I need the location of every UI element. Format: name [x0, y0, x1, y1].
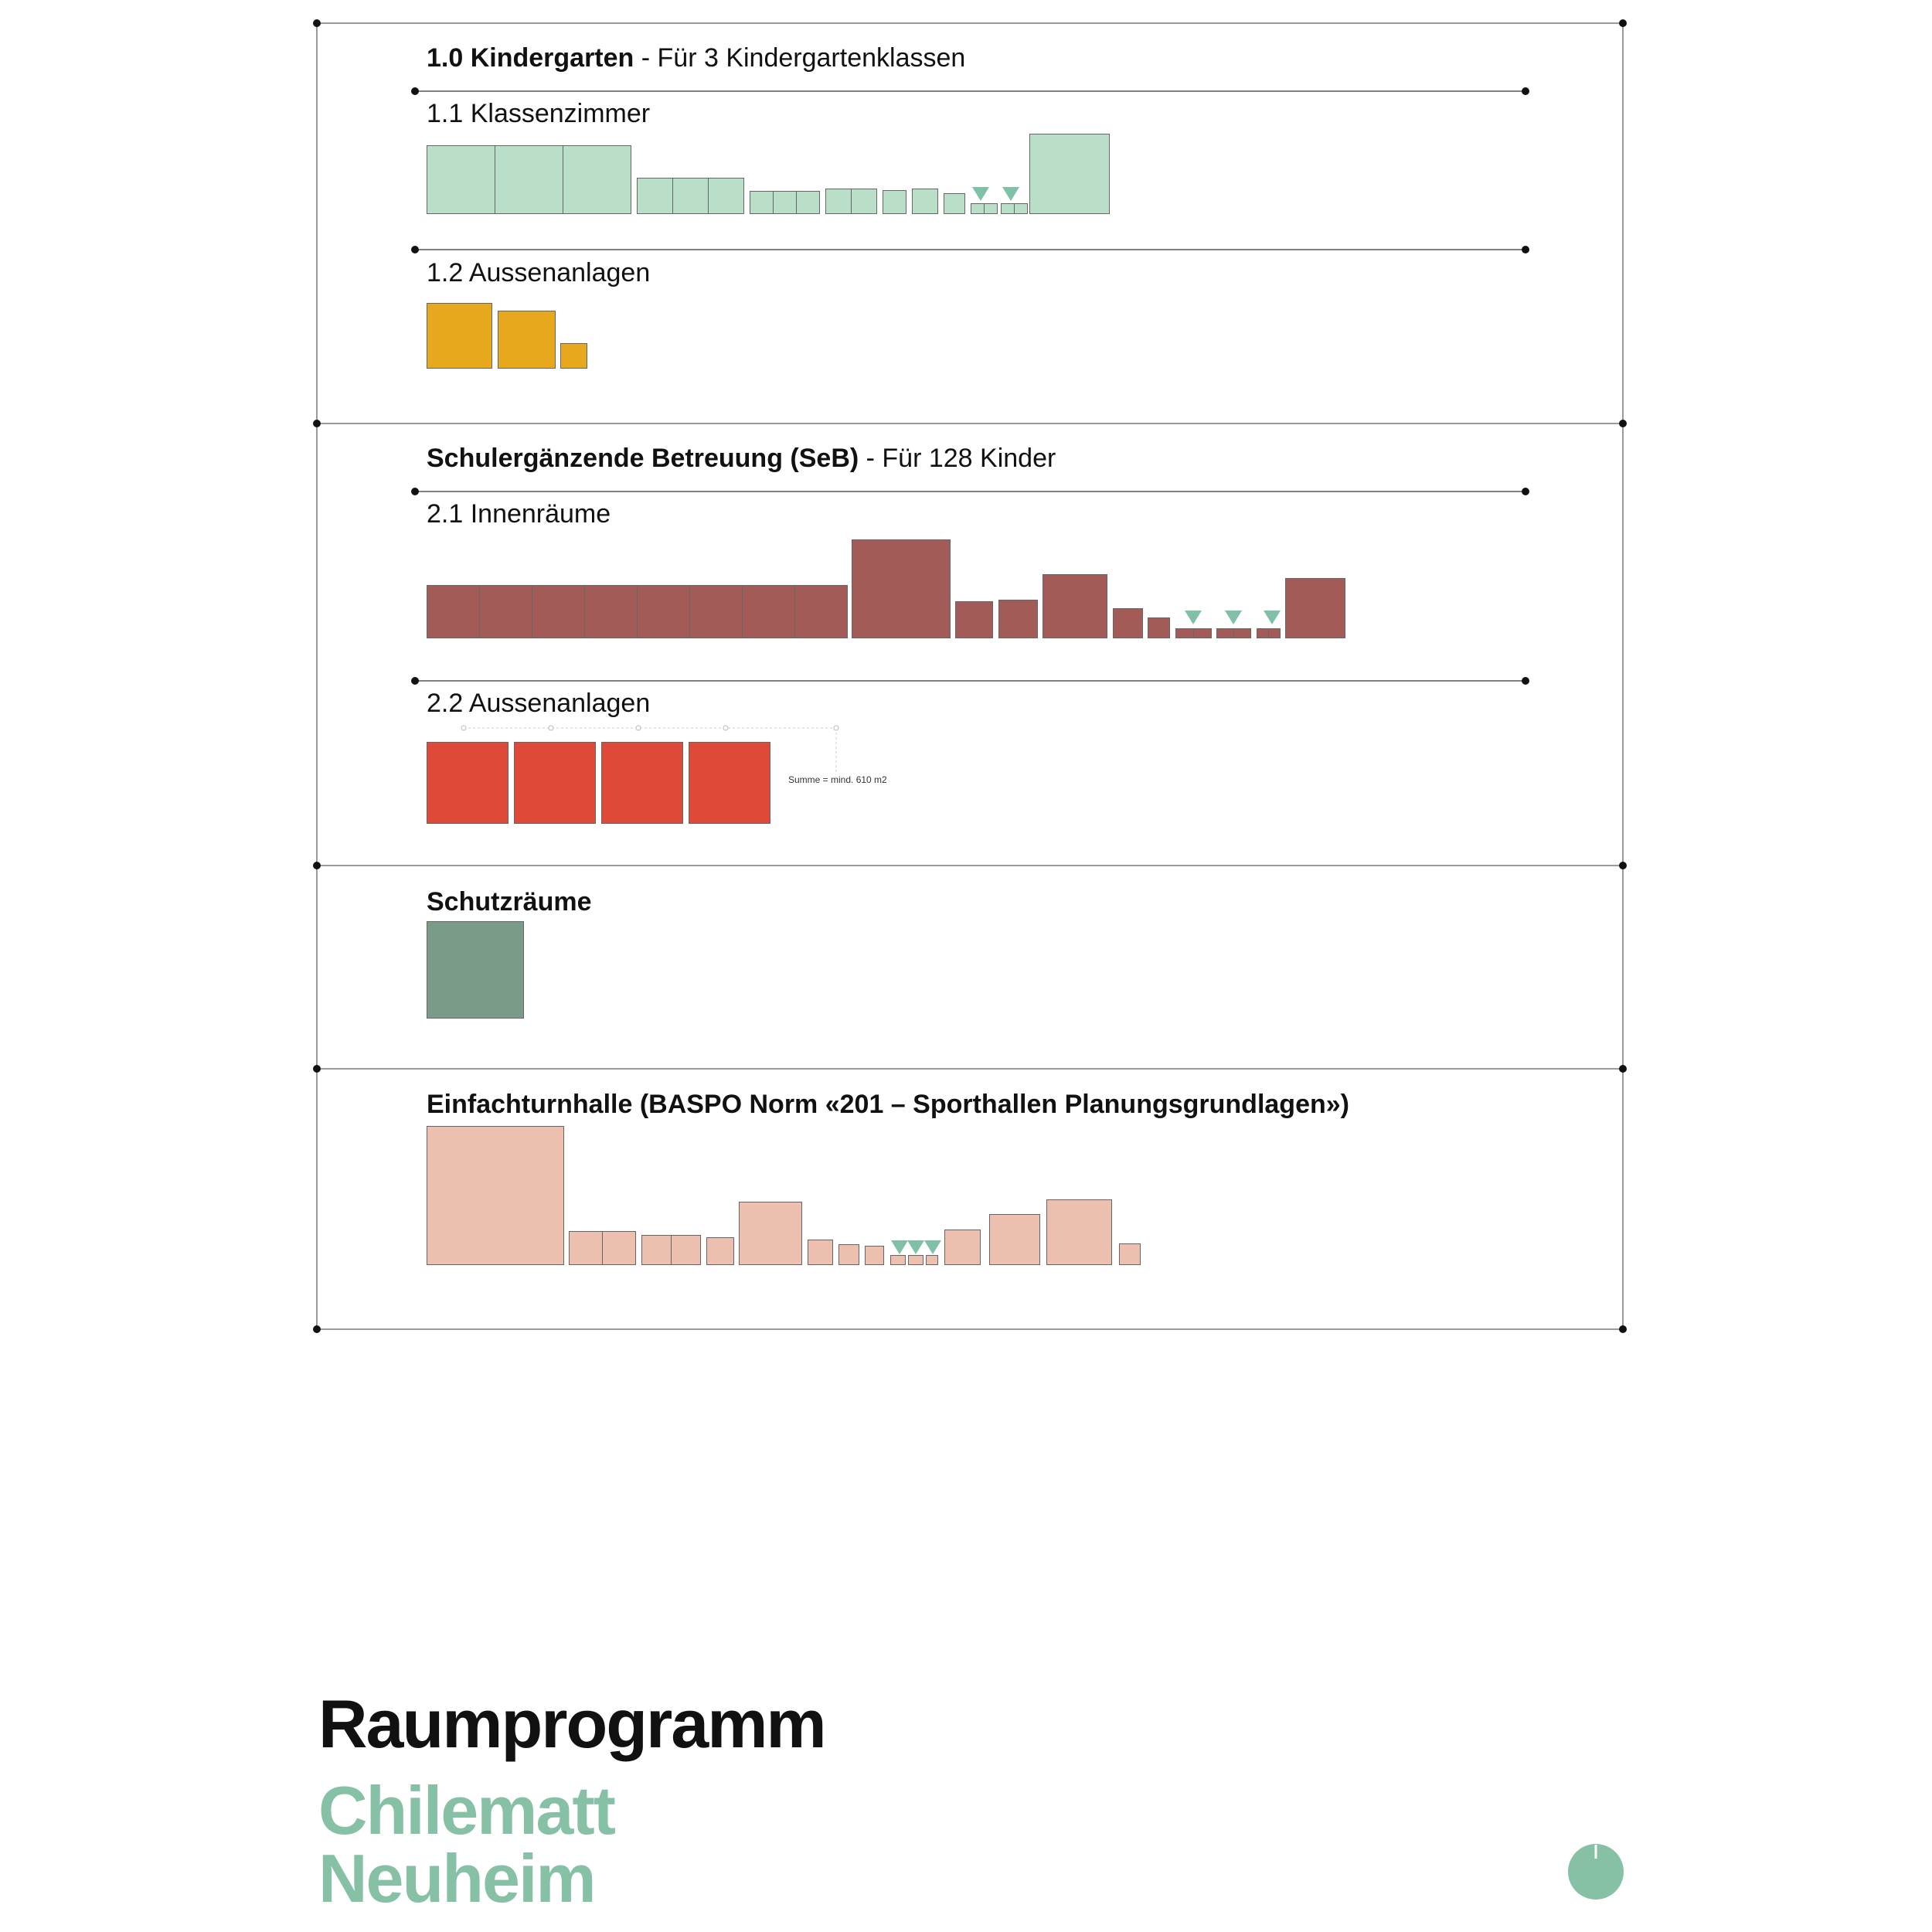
room-box — [584, 585, 638, 638]
room-box — [808, 1240, 833, 1265]
subsection-title-kg-outdoor: 1.2 Aussenanlagen — [427, 258, 651, 287]
room-box — [890, 1255, 906, 1265]
room-box — [1043, 574, 1107, 638]
room-box — [1216, 628, 1234, 638]
room-box — [1233, 628, 1251, 638]
section-title-rest: - Für 3 Kindergartenklassen — [634, 43, 966, 73]
room-box — [739, 1202, 802, 1265]
room-box — [912, 189, 938, 214]
room-box — [514, 742, 596, 824]
page-title: Raumprogramm — [318, 1685, 827, 1762]
room-box — [1119, 1243, 1141, 1265]
room-box — [883, 190, 906, 214]
room-box — [926, 1255, 938, 1265]
subsection-title-seb-indoor: 2.1 Innenräume — [427, 499, 611, 529]
section-title-bold: Schulergänzende Betreuung (SeB) — [427, 444, 859, 473]
room-box — [825, 189, 852, 214]
room-box — [479, 585, 532, 638]
room-box — [908, 1255, 923, 1265]
room-box — [427, 585, 480, 638]
room-box — [955, 601, 993, 638]
section-title-seb: Schulergänzende Betreuung (SeB) - Für 12… — [427, 444, 1056, 474]
room-box — [637, 585, 690, 638]
room-box — [1029, 134, 1110, 214]
room-box — [1175, 628, 1194, 638]
room-row-seb-outdoor — [427, 740, 813, 864]
room-box — [998, 600, 1038, 638]
room-box — [498, 311, 556, 369]
room-box — [427, 145, 495, 214]
room-box — [708, 178, 744, 214]
section-title-gym: Einfachturnhalle (BASPO Norm «201 – Spor… — [427, 1090, 1349, 1120]
room-box — [1257, 628, 1269, 638]
room-box — [427, 303, 492, 369]
room-box — [750, 191, 774, 214]
room-box — [838, 1244, 859, 1265]
marker-triangle-icon — [924, 1240, 941, 1254]
room-box — [532, 585, 585, 638]
place-name-line2: Neuheim — [318, 1840, 597, 1917]
place-name-line1: Chilematt — [318, 1772, 616, 1849]
room-row-shelter — [427, 921, 581, 1045]
room-box — [1113, 608, 1143, 638]
room-box — [689, 585, 743, 638]
section-title-shelter: Schutzräume — [427, 887, 592, 917]
room-box — [601, 742, 683, 824]
room-box — [971, 203, 985, 214]
area-sum-label: Summe = mind. 610 m2 — [788, 774, 887, 785]
room-row-kg-classrooms — [427, 131, 1122, 255]
room-box — [944, 193, 965, 214]
subsection-title-seb-outdoor: 2.2 Aussenanlagen — [427, 689, 651, 718]
marker-triangle-icon — [1002, 187, 1019, 201]
room-box — [641, 1235, 672, 1265]
room-box — [427, 921, 524, 1019]
section-title-bold: Einfachturnhalle (BASPO Norm «201 – Spor… — [427, 1090, 1349, 1119]
room-row-gym — [427, 1124, 1199, 1265]
marker-triangle-icon — [972, 187, 989, 201]
room-row-kg-outdoor — [427, 301, 658, 425]
subsection-title-classrooms: 1.1 Klassenzimmer — [427, 99, 651, 128]
room-box — [984, 203, 998, 214]
room-box — [944, 1230, 981, 1265]
logo-icon — [1568, 1844, 1624, 1900]
room-box — [495, 145, 563, 214]
room-box — [672, 178, 709, 214]
room-box — [1285, 578, 1345, 638]
room-box — [851, 189, 877, 214]
room-row-seb-indoor — [427, 537, 1354, 661]
marker-triangle-icon — [1264, 611, 1281, 624]
room-box — [1046, 1199, 1112, 1265]
room-box — [569, 1231, 603, 1265]
room-box — [427, 1126, 564, 1265]
room-box — [602, 1231, 636, 1265]
room-box — [1001, 203, 1015, 214]
room-box — [563, 145, 631, 214]
room-box — [989, 1214, 1040, 1265]
room-box — [852, 539, 951, 638]
room-box — [794, 585, 848, 638]
room-box — [796, 191, 820, 214]
room-box — [1014, 203, 1028, 214]
room-box — [637, 178, 673, 214]
room-box — [742, 585, 795, 638]
room-box — [773, 191, 797, 214]
section-title-rest: - Für 128 Kinder — [859, 444, 1056, 473]
room-box — [427, 742, 509, 824]
marker-triangle-icon — [907, 1240, 924, 1254]
room-box — [1148, 617, 1170, 638]
section-title-kindergarten: 1.0 Kindergarten - Für 3 Kindergartenkla… — [427, 43, 965, 73]
marker-triangle-icon — [1185, 611, 1202, 624]
room-box — [1268, 628, 1281, 638]
section-title-bold: Schutzräume — [427, 887, 592, 917]
room-box — [706, 1237, 734, 1265]
section-title-bold: 1.0 Kindergarten — [427, 43, 634, 73]
room-box — [865, 1246, 884, 1265]
marker-triangle-icon — [891, 1240, 908, 1254]
room-box — [560, 343, 587, 369]
room-box — [1193, 628, 1212, 638]
room-box — [689, 742, 770, 824]
marker-triangle-icon — [1225, 611, 1242, 624]
room-box — [671, 1235, 701, 1265]
